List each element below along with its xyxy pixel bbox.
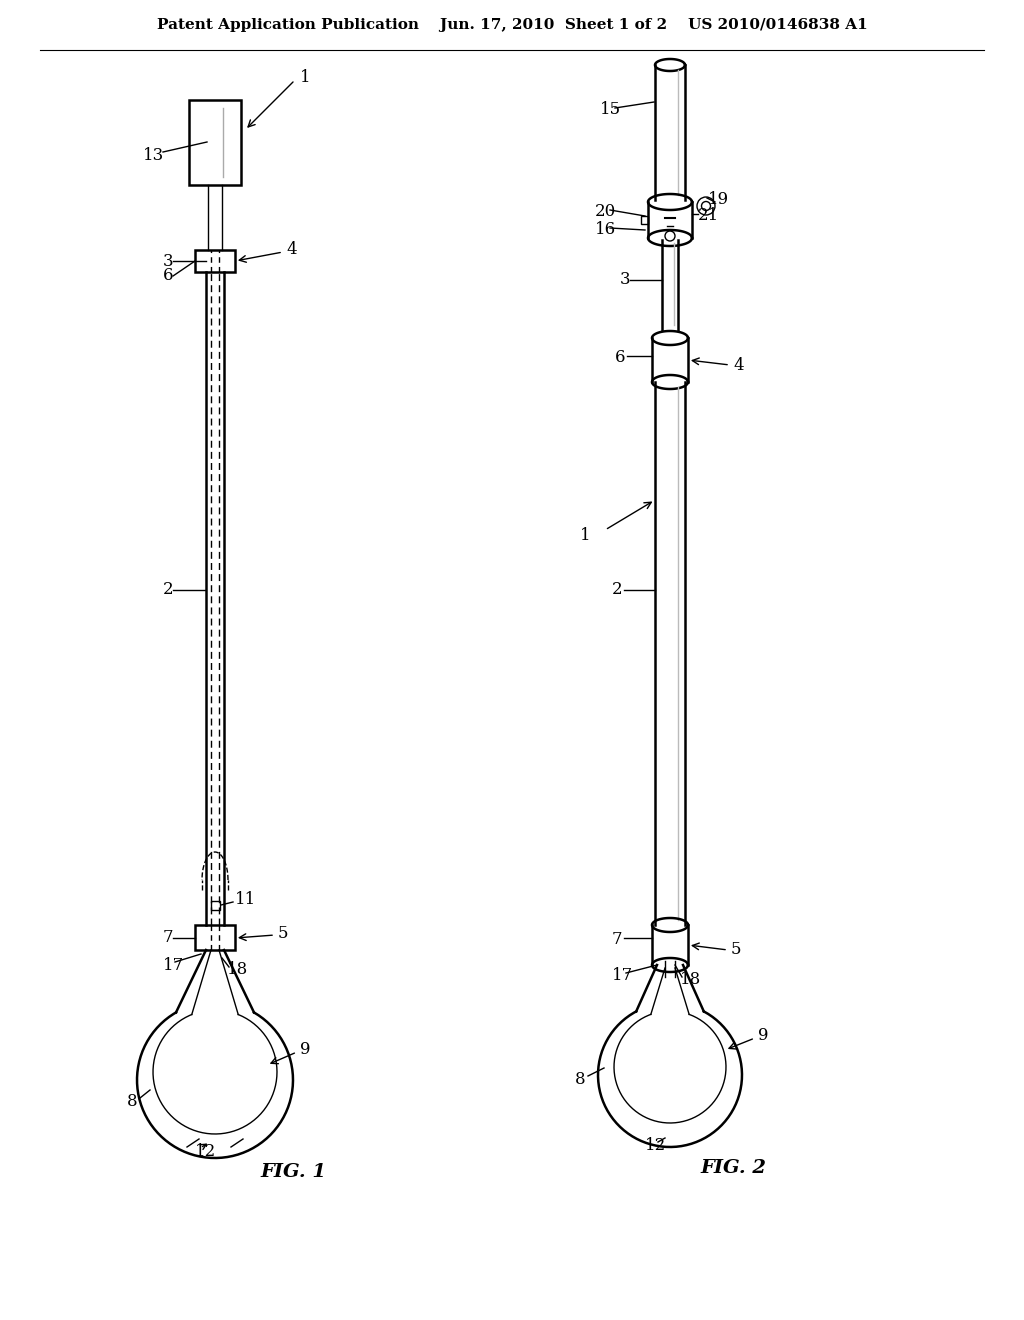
Text: Patent Application Publication    Jun. 17, 2010  Sheet 1 of 2    US 2010/0146838: Patent Application Publication Jun. 17, … bbox=[157, 18, 867, 32]
Text: 12: 12 bbox=[645, 1137, 667, 1154]
Text: 12: 12 bbox=[195, 1143, 216, 1160]
Text: FIG. 2: FIG. 2 bbox=[700, 1159, 766, 1177]
Text: 6: 6 bbox=[615, 350, 626, 367]
Text: 6: 6 bbox=[163, 268, 173, 285]
Bar bbox=[195, 249, 234, 272]
Text: 4: 4 bbox=[286, 242, 297, 259]
Text: 2: 2 bbox=[612, 582, 623, 598]
Circle shape bbox=[665, 231, 675, 242]
Text: 3: 3 bbox=[163, 252, 174, 269]
Text: 11: 11 bbox=[234, 891, 256, 908]
Text: 8: 8 bbox=[127, 1093, 137, 1110]
Text: 15: 15 bbox=[600, 102, 622, 119]
Text: 8: 8 bbox=[575, 1072, 586, 1089]
Text: 9: 9 bbox=[300, 1041, 310, 1059]
Text: 17: 17 bbox=[163, 957, 184, 974]
Text: 4: 4 bbox=[733, 356, 743, 374]
Text: 1: 1 bbox=[580, 527, 591, 544]
Text: 2: 2 bbox=[163, 582, 174, 598]
Text: FIG. 1: FIG. 1 bbox=[260, 1163, 326, 1181]
Text: 5: 5 bbox=[731, 941, 741, 958]
Text: 13: 13 bbox=[143, 147, 164, 164]
Bar bbox=[195, 925, 234, 950]
Text: 9: 9 bbox=[758, 1027, 768, 1044]
Text: 16: 16 bbox=[595, 222, 616, 239]
Bar bbox=[211, 900, 219, 909]
Bar bbox=[189, 100, 241, 185]
Text: 18: 18 bbox=[227, 961, 248, 978]
Text: 20: 20 bbox=[595, 203, 616, 220]
Text: 3: 3 bbox=[620, 272, 631, 289]
Text: 17: 17 bbox=[612, 966, 633, 983]
Text: 18: 18 bbox=[680, 970, 701, 987]
Circle shape bbox=[697, 197, 715, 215]
Text: 21: 21 bbox=[698, 207, 719, 224]
Text: 1: 1 bbox=[300, 70, 310, 87]
Text: 7: 7 bbox=[163, 929, 174, 946]
Text: 19: 19 bbox=[708, 191, 729, 209]
Text: 5: 5 bbox=[278, 924, 289, 941]
Text: 7: 7 bbox=[612, 932, 623, 949]
Bar bbox=[641, 216, 648, 224]
